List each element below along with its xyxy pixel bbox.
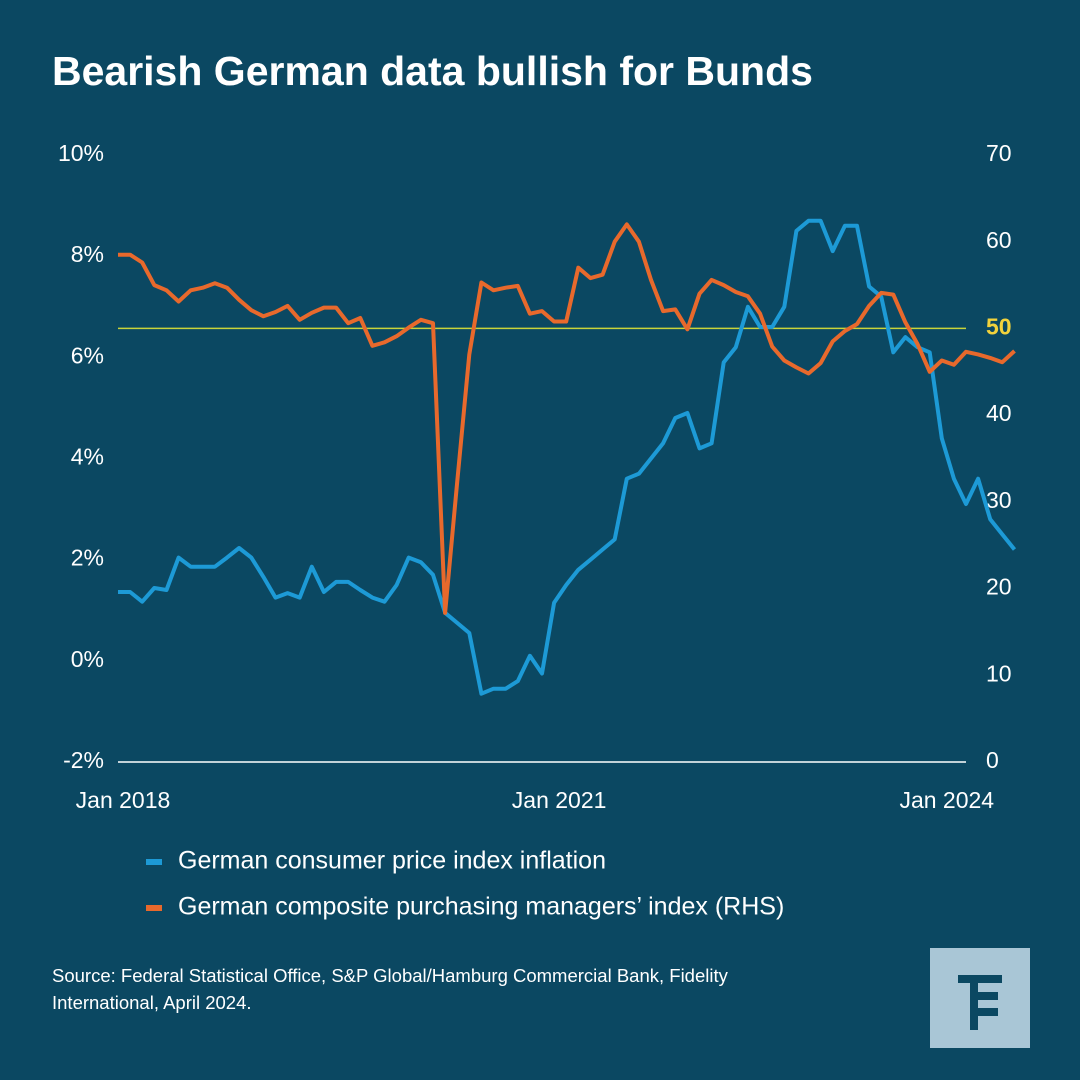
y-tick-label: 10% (58, 140, 104, 166)
y-tick-label: 8% (71, 241, 104, 267)
y2-tick-label: 30 (986, 487, 1012, 513)
y-tick-label: 2% (71, 545, 104, 571)
y2-tick-label: 0 (986, 747, 999, 773)
y2-tick-label: 10 (986, 660, 1012, 686)
source: Source: Federal Statistical Office, S&P … (52, 965, 728, 1013)
chart-title: Bearish German data bullish for Bunds (52, 48, 813, 94)
legend-label: German composite purchasing managers’ in… (178, 893, 784, 921)
y2-tick-label: 40 (986, 400, 1012, 426)
series-line (118, 218, 1017, 696)
legend-swatch (146, 905, 162, 911)
y-tick-label: 6% (71, 342, 104, 368)
source-box: Source: Federal Statistical Office, S&P … (52, 965, 728, 1013)
y2-tick-label: 60 (986, 227, 1012, 253)
y2-tick-label: 50 (986, 314, 1012, 340)
legend-label: German consumer price index inflation (178, 847, 606, 875)
y2-tick-label: 70 (986, 140, 1012, 166)
y-tick-label: 0% (71, 646, 104, 672)
y2-tick-label: 20 (986, 574, 1012, 600)
x-tick-label: Jan 2024 (899, 787, 994, 813)
legend-swatch (146, 859, 162, 865)
y-tick-label: -2% (63, 747, 104, 773)
x-tick-label: Jan 2021 (512, 787, 607, 813)
y-tick-label: 4% (71, 444, 104, 470)
logo-mark (958, 975, 1002, 1030)
logo (930, 948, 1030, 1048)
x-tick-label: Jan 2018 (76, 787, 171, 813)
series-line (118, 222, 1016, 615)
